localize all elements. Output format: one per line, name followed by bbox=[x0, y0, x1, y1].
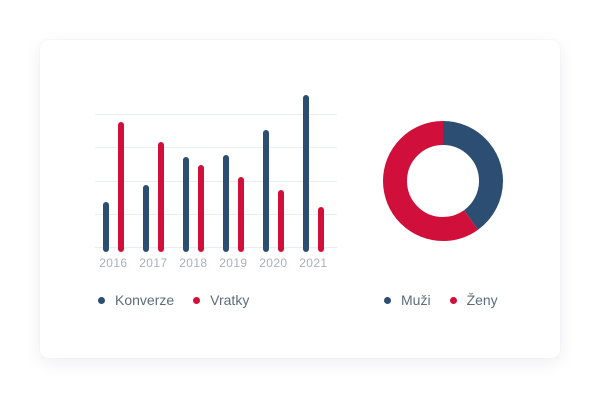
x-axis-label-2019: 2019 bbox=[219, 256, 248, 270]
legend-item-vratky[interactable]: Vratky bbox=[193, 292, 249, 308]
bar-konverze-2020[interactable] bbox=[263, 130, 269, 252]
donut-chart-legend: Muži Ženy bbox=[384, 292, 498, 308]
gridline bbox=[95, 180, 337, 182]
bar-chart-legend: Konverze Vratky bbox=[98, 292, 249, 308]
konverze-legend-dot-icon bbox=[98, 296, 105, 304]
gridline bbox=[95, 147, 337, 149]
dashboard-card: 2016 2017 2018 2019 2020 2021 Konverze Vratky… bbox=[40, 40, 560, 358]
x-axis-label-2021: 2021 bbox=[299, 256, 328, 270]
bar-vratky-2017[interactable] bbox=[157, 142, 164, 252]
bar-konverze-2017[interactable] bbox=[143, 185, 149, 252]
donut-segment-zeny[interactable] bbox=[383, 121, 503, 241]
x-axis-label-2017: 2017 bbox=[139, 256, 168, 270]
konverze-legend-label: Konverze bbox=[115, 292, 175, 308]
bar-konverze-2021[interactable] bbox=[303, 95, 309, 252]
donut-chart bbox=[383, 121, 503, 241]
bar-konverze-2019[interactable] bbox=[223, 155, 229, 252]
x-axis-label-2018: 2018 bbox=[179, 256, 208, 270]
bar-konverze-2016[interactable] bbox=[103, 202, 109, 252]
bar-vratky-2016[interactable] bbox=[117, 122, 124, 252]
bar-vratky-2019[interactable] bbox=[237, 177, 244, 252]
legend-item-muzi[interactable]: Muži bbox=[384, 292, 431, 308]
muzi-legend-dot-icon bbox=[384, 296, 391, 304]
zeny-legend-label: Ženy bbox=[466, 292, 498, 308]
x-axis-label-2020: 2020 bbox=[259, 256, 288, 270]
legend-item-konverze[interactable]: Konverze bbox=[98, 292, 174, 308]
bar-vratky-2021[interactable] bbox=[317, 207, 324, 252]
bar-vratky-2020[interactable] bbox=[277, 190, 284, 252]
bar-vratky-2018[interactable] bbox=[197, 165, 204, 252]
bar-konverze-2018[interactable] bbox=[183, 157, 189, 252]
gridline bbox=[95, 213, 337, 215]
legend-item-zeny[interactable]: Ženy bbox=[449, 292, 498, 308]
x-axis-label-2016: 2016 bbox=[99, 256, 128, 270]
muzi-legend-label: Muži bbox=[401, 292, 431, 308]
gridline bbox=[95, 247, 337, 249]
vratky-legend-dot-icon bbox=[193, 296, 201, 304]
vratky-legend-label: Vratky bbox=[210, 292, 250, 308]
zeny-legend-dot-icon bbox=[449, 296, 457, 304]
bar-chart: 2016 2017 2018 2019 2020 2021 bbox=[95, 82, 337, 270]
gridline bbox=[95, 114, 337, 115]
